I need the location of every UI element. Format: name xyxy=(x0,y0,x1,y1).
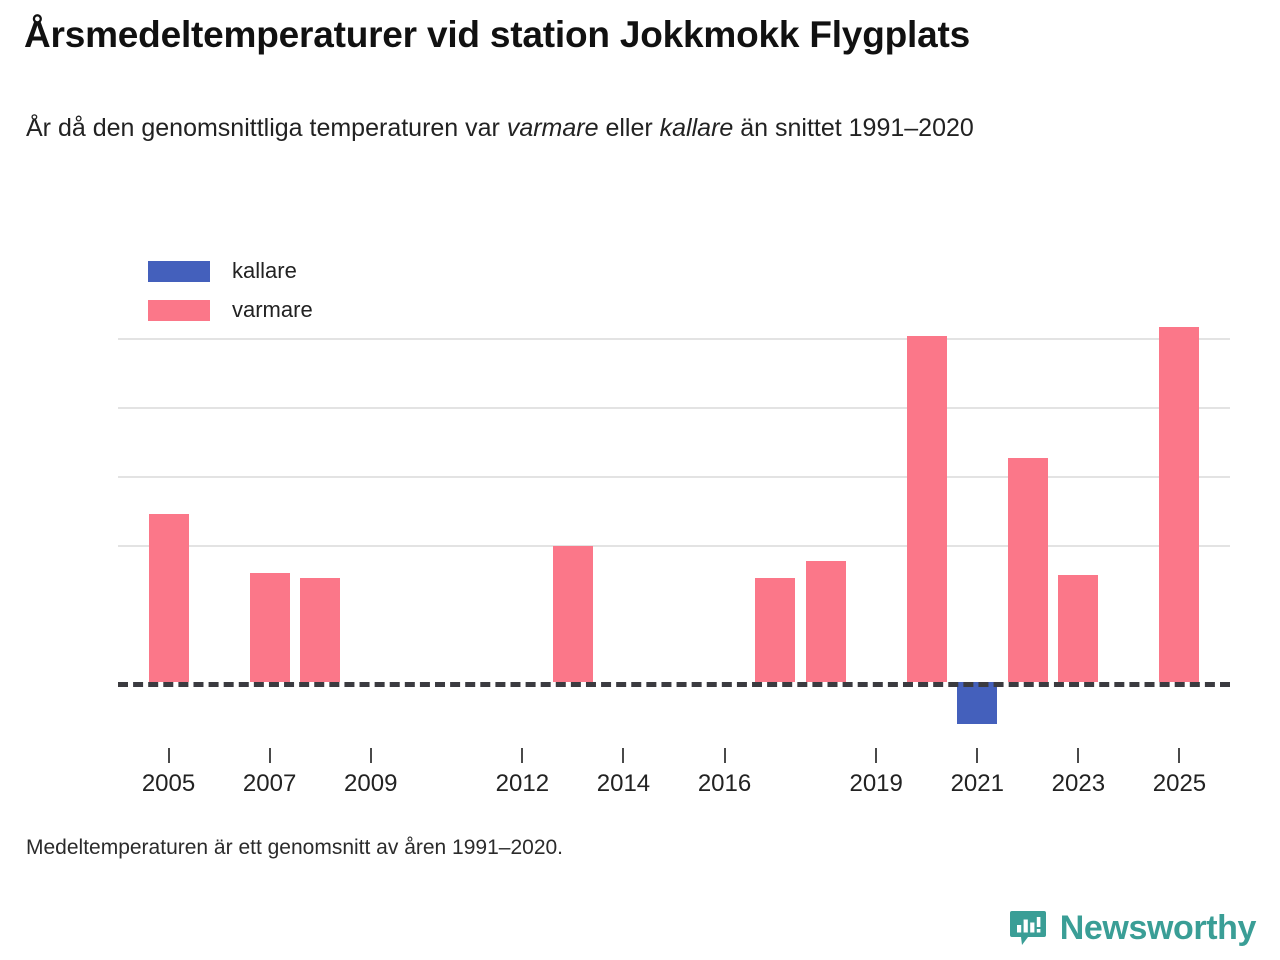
bar-2018[interactable] xyxy=(805,561,846,682)
page-title: Årsmedeltemperaturer vid station Jokkmok… xyxy=(24,14,970,55)
bar-2023[interactable] xyxy=(1058,574,1099,682)
bar-2025[interactable] xyxy=(1159,327,1200,682)
x-axis-tick-label: 2019 xyxy=(849,770,903,797)
x-axis-tick-label: 2016 xyxy=(697,770,752,797)
chart-footnote: Medeltemperaturen är ett genomsnitt av å… xyxy=(26,836,564,859)
x-axis-tick xyxy=(622,748,625,763)
gridline xyxy=(118,338,1230,341)
legend-swatch-varmare xyxy=(148,299,210,321)
bar-2008[interactable] xyxy=(300,577,341,682)
x-axis-tick-label: 2009 xyxy=(344,770,398,797)
x-axis-tick xyxy=(1077,748,1080,763)
bar-2007[interactable] xyxy=(249,573,290,682)
chart-legend: kallare varmare xyxy=(148,258,313,336)
x-axis-tick-label: 2007 xyxy=(242,770,297,797)
subtitle-text-2: eller xyxy=(598,114,660,142)
x-axis-tick xyxy=(976,748,979,763)
x-axis-tick xyxy=(723,748,726,763)
x-axis-tick xyxy=(268,748,271,763)
x-axis-tick xyxy=(521,748,524,763)
legend-label-varmare: varmare xyxy=(232,297,313,322)
x-axis-tick-label: 2023 xyxy=(1051,770,1106,797)
subtitle-emphasis-varmare: varmare xyxy=(506,114,599,142)
bar-2021[interactable] xyxy=(957,681,998,725)
chart-plot: 2,5°2°1,5°1°2005200720092012201420162019… xyxy=(118,300,1230,797)
x-axis-tick xyxy=(369,748,372,763)
legend-label-kallare: kallare xyxy=(232,258,297,283)
x-axis-tick-label: 2005 xyxy=(141,770,196,797)
bar-2022[interactable] xyxy=(1007,457,1048,682)
speech-bubble-bar-chart-icon xyxy=(1009,911,1046,945)
bar-2020[interactable] xyxy=(906,335,947,682)
x-axis-tick-label: 2014 xyxy=(596,770,651,797)
x-axis-tick-label: 2025 xyxy=(1152,770,1207,797)
page-subtitle: År då den genomsnittliga temperaturen va… xyxy=(26,110,1186,146)
gridline xyxy=(118,475,1230,478)
bar-2005[interactable] xyxy=(148,514,189,682)
gridline xyxy=(118,407,1230,410)
legend-item-varmare: varmare xyxy=(148,297,313,323)
x-axis-tick xyxy=(167,748,170,763)
legend-swatch-kallare xyxy=(148,260,210,282)
plot-area: 2,5°2°1,5°1°2005200720092012201420162019… xyxy=(118,300,1230,797)
subtitle-text-1: År då den genomsnittliga temperaturen va… xyxy=(26,114,507,142)
bar-2017[interactable] xyxy=(755,577,796,682)
gridline xyxy=(118,544,1230,547)
x-axis-tick xyxy=(875,748,878,763)
bar-2013[interactable] xyxy=(552,545,593,682)
baseline-reference-line xyxy=(118,681,1230,687)
x-axis-tick-label: 2012 xyxy=(495,770,550,797)
subtitle-text-3: än snittet 1991–2020 xyxy=(733,114,974,142)
legend-item-kallare: kallare xyxy=(148,258,313,284)
subtitle-emphasis-kallare: kallare xyxy=(659,114,734,142)
x-axis-tick-label: 2021 xyxy=(950,770,1004,797)
brand-logo: Newsworthy xyxy=(1008,908,1256,948)
x-axis-tick xyxy=(1178,748,1181,763)
brand-name: Newsworthy xyxy=(1059,908,1257,947)
